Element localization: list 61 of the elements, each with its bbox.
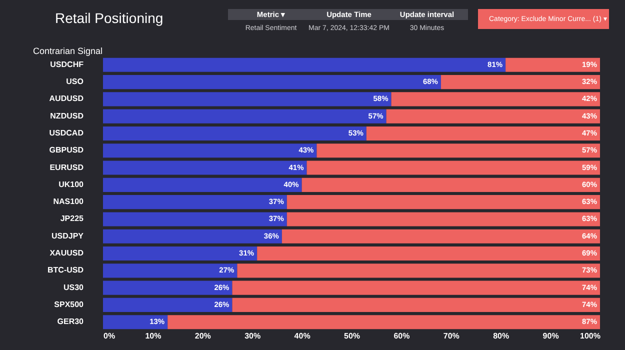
bar — [306, 160, 600, 175]
bar — [103, 212, 287, 226]
bar — [103, 126, 366, 141]
x-tick-label: 0% — [104, 332, 116, 340]
x-tick-label: 20% — [194, 332, 211, 340]
bar — [286, 195, 600, 210]
x-tick-label: 60% — [394, 332, 410, 340]
bar — [103, 109, 386, 124]
y-tick-label: USDCHF — [50, 60, 84, 69]
y-tick-label: USDCAD — [49, 128, 84, 138]
chart-title: Retail Positioning — [55, 10, 164, 26]
y-tick-label: BTC-USD — [48, 266, 84, 275]
bar — [103, 246, 258, 261]
y-tick-label: NZDUSD — [50, 111, 84, 120]
bar — [103, 264, 238, 278]
y-tick-label: EURUSD — [50, 162, 84, 172]
bar — [282, 229, 600, 244]
x-tick-label: 80% — [493, 332, 510, 340]
bar — [366, 126, 600, 141]
bar — [103, 280, 232, 295]
bar — [103, 195, 287, 210]
x-tick-label: 40% — [294, 332, 310, 340]
x-tick-label: 30% — [244, 332, 261, 340]
bar — [103, 178, 302, 192]
bar — [103, 75, 441, 90]
y-tick-label: UK100 — [58, 180, 84, 189]
bar — [440, 75, 600, 90]
y-tick-label: NAS100 — [53, 197, 84, 206]
bar — [232, 280, 600, 295]
bar — [103, 144, 317, 158]
y-tick-label: GER30 — [57, 317, 84, 326]
bar — [302, 178, 600, 192]
bar — [103, 58, 506, 72]
x-tick-label: 100% — [580, 332, 600, 340]
bar — [386, 109, 600, 124]
bar — [506, 58, 600, 72]
y-tick-label: JP225 — [60, 214, 84, 224]
y-tick-label: XAUUSD — [50, 248, 84, 258]
bar — [232, 298, 600, 312]
bar — [103, 298, 232, 312]
bar — [103, 92, 392, 106]
y-tick-label: SPX500 — [54, 300, 84, 309]
y-tick-label: USO — [66, 77, 84, 86]
bar — [237, 264, 600, 278]
bar — [391, 92, 600, 106]
y-tick-label: USDJPY — [51, 231, 84, 240]
y-tick-label: AUDUSD — [49, 94, 84, 104]
y-tick-label: US30 — [63, 282, 84, 292]
x-tick-label: 10% — [145, 332, 162, 340]
bar — [257, 246, 600, 261]
x-tick-label: 50% — [344, 332, 360, 340]
bar — [316, 144, 600, 158]
bar — [286, 212, 600, 226]
x-tick-label: 70% — [443, 332, 460, 340]
x-tick-label: 90% — [542, 332, 559, 340]
bar — [168, 315, 600, 330]
y-tick-label: GBPUSD — [49, 146, 84, 155]
bar — [103, 229, 282, 244]
text: Contrarian Signal — [33, 46, 103, 56]
bar — [103, 160, 307, 175]
bar — [103, 315, 168, 330]
